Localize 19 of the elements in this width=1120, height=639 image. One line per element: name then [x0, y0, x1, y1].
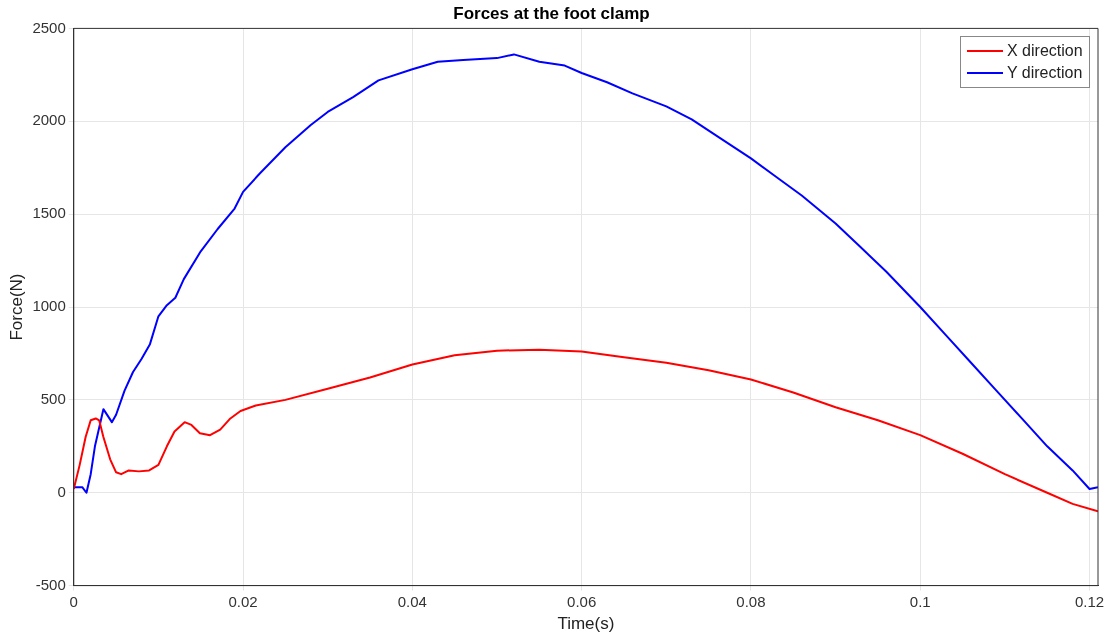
- x-tick-label: 0.12: [1074, 592, 1105, 610]
- legend-label: Y direction: [1007, 63, 1083, 84]
- chart-title: Forces at the foot clamp: [453, 3, 650, 23]
- y-tick-label: 500: [40, 390, 66, 408]
- y-tick-label: 2500: [32, 18, 66, 36]
- x-tick-label: 0.1: [909, 592, 931, 610]
- x-tick-label: 0.02: [228, 592, 258, 610]
- x-tick-label: 0: [69, 592, 78, 610]
- y-tick-label: 1500: [32, 204, 66, 222]
- y-axis-title: Force(N): [6, 273, 26, 341]
- y-tick-label: 2000: [32, 111, 66, 129]
- x-tick-label: 0.04: [397, 592, 427, 610]
- legend-label: X direction: [1007, 41, 1083, 62]
- x-tick-label: 0.08: [736, 592, 766, 610]
- x-axis-title: Time(s): [557, 614, 615, 634]
- y-tick-label: 1000: [32, 297, 66, 315]
- x-tick-label: 0.06: [567, 592, 597, 610]
- y-tick-label: -500: [35, 575, 66, 593]
- y-tick-label: 0: [57, 482, 66, 500]
